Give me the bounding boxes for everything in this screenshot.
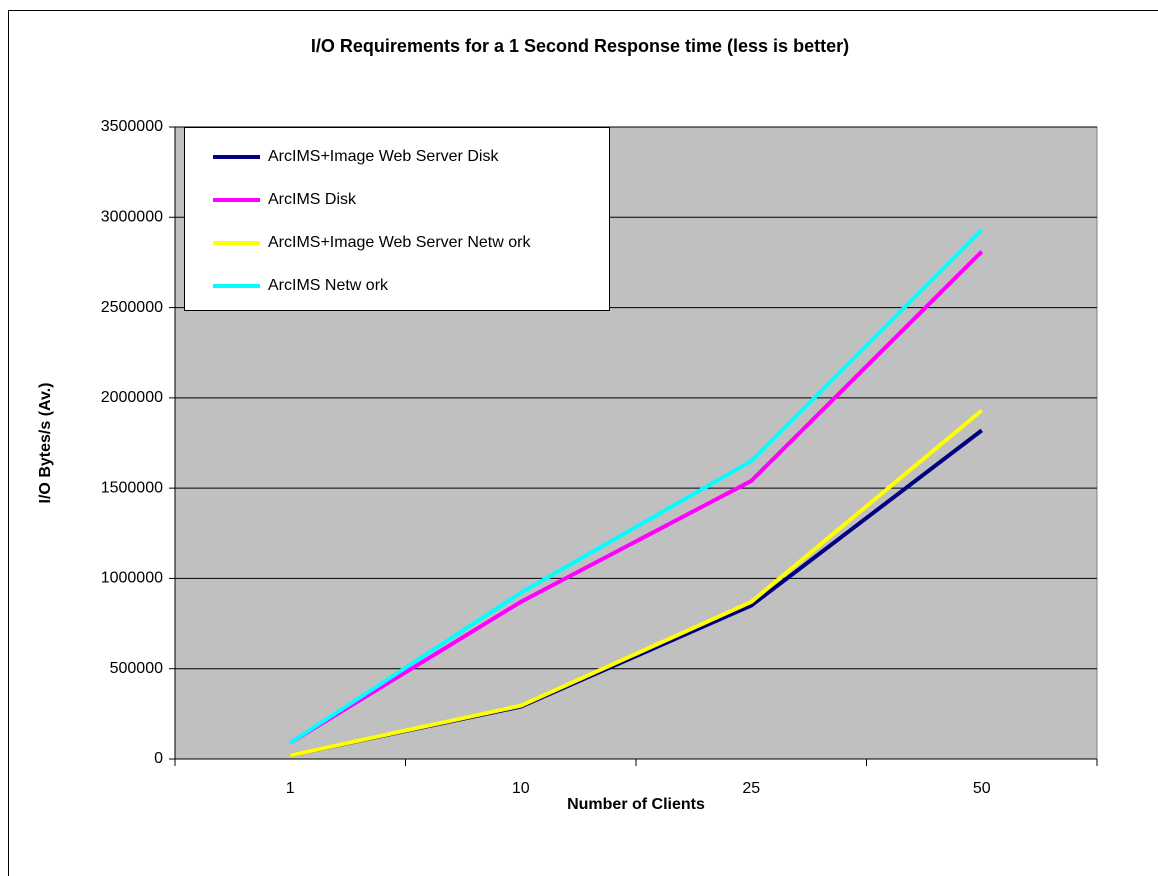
legend-label: ArcIMS Disk bbox=[268, 191, 357, 208]
series-line bbox=[289, 408, 984, 758]
y-tick-label: 1000000 bbox=[101, 570, 163, 587]
y-tick-label: 3000000 bbox=[101, 209, 163, 226]
x-axis-label: Number of Clients bbox=[567, 796, 705, 813]
legend-label: ArcIMS+Image Web Server Disk bbox=[268, 148, 499, 165]
y-tick-label: 2500000 bbox=[101, 299, 163, 316]
chart-title: I/O Requirements for a 1 Second Response… bbox=[311, 36, 849, 56]
x-tick-label: 1 bbox=[286, 780, 295, 797]
legend-label: ArcIMS Netw ork bbox=[268, 277, 389, 294]
legend-label: ArcIMS+Image Web Server Netw ork bbox=[268, 234, 531, 251]
y-tick-label: 500000 bbox=[110, 660, 163, 677]
y-tick-label: 2000000 bbox=[101, 389, 163, 406]
x-tick-label: 50 bbox=[973, 780, 991, 797]
y-tick-label: 0 bbox=[154, 750, 163, 767]
series-line bbox=[289, 250, 984, 745]
legend-box bbox=[184, 127, 610, 311]
y-tick-label: 3500000 bbox=[101, 118, 163, 135]
x-tick-label: 25 bbox=[742, 780, 760, 797]
x-tick-label: 10 bbox=[512, 780, 530, 797]
y-axis-label: I/O Bytes/s (Av.) bbox=[37, 383, 54, 504]
series-line bbox=[289, 228, 984, 745]
y-tick-label: 1500000 bbox=[101, 479, 163, 496]
